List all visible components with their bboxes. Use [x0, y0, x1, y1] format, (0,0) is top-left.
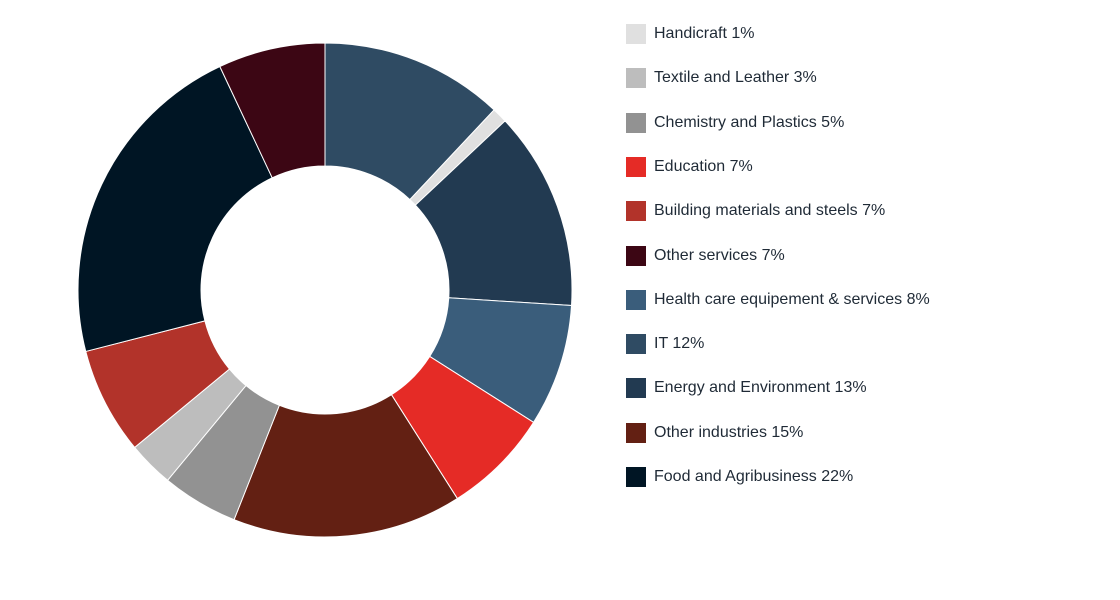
donut-slice	[77, 65, 273, 353]
legend-swatch	[626, 378, 646, 399]
legend-item: Chemistry and Plastics 5%	[626, 112, 845, 133]
legend-label: Other industries 15%	[654, 423, 804, 441]
legend-label: Handicraft 1%	[654, 25, 755, 42]
donut-slice	[414, 120, 573, 307]
legend-label: Chemistry and Plastics 5%	[654, 113, 845, 131]
legend-item: Other industries 15%	[626, 422, 804, 443]
legend-label: Health care equipement & services 8%	[654, 290, 930, 308]
legend-swatch	[626, 68, 646, 89]
legend-swatch	[626, 245, 646, 266]
donut-slice	[233, 394, 459, 538]
legend-swatch	[626, 289, 646, 310]
legend-swatch	[626, 422, 646, 443]
legend-item: Other services 7%	[626, 245, 785, 266]
legend-item: Textile and Leather 3%	[626, 68, 817, 89]
donut-slice	[219, 42, 326, 179]
legend-swatch	[626, 334, 646, 355]
legend-swatch	[626, 156, 646, 177]
legend-label: Building materials and steels 7%	[654, 202, 886, 220]
legend-label: Energy and Environment 13%	[654, 379, 867, 397]
legend-swatch	[626, 201, 646, 222]
legend-label: Food and Agribusiness 22%	[654, 468, 854, 485]
legend-label: IT 12%	[654, 335, 705, 353]
legend-item: Food and Agribusiness 22%	[626, 467, 853, 487]
legend-swatch	[626, 467, 646, 487]
legend-label: Other services 7%	[654, 246, 785, 264]
donut-chart	[77, 42, 573, 538]
legend-item: Education 7%	[626, 156, 753, 177]
legend-item: Building materials and steels 7%	[626, 201, 886, 222]
legend-item: Energy and Environment 13%	[626, 378, 867, 399]
legend-item: IT 12%	[626, 334, 705, 355]
legend-swatch	[626, 112, 646, 133]
legend-label: Textile and Leather 3%	[654, 69, 817, 87]
legend-label: Education 7%	[654, 157, 753, 175]
legend-swatch	[626, 24, 646, 44]
legend-item: Handicraft 1%	[626, 24, 755, 44]
donut-slices	[77, 42, 573, 538]
legend-item: Health care equipement & services 8%	[626, 289, 930, 310]
